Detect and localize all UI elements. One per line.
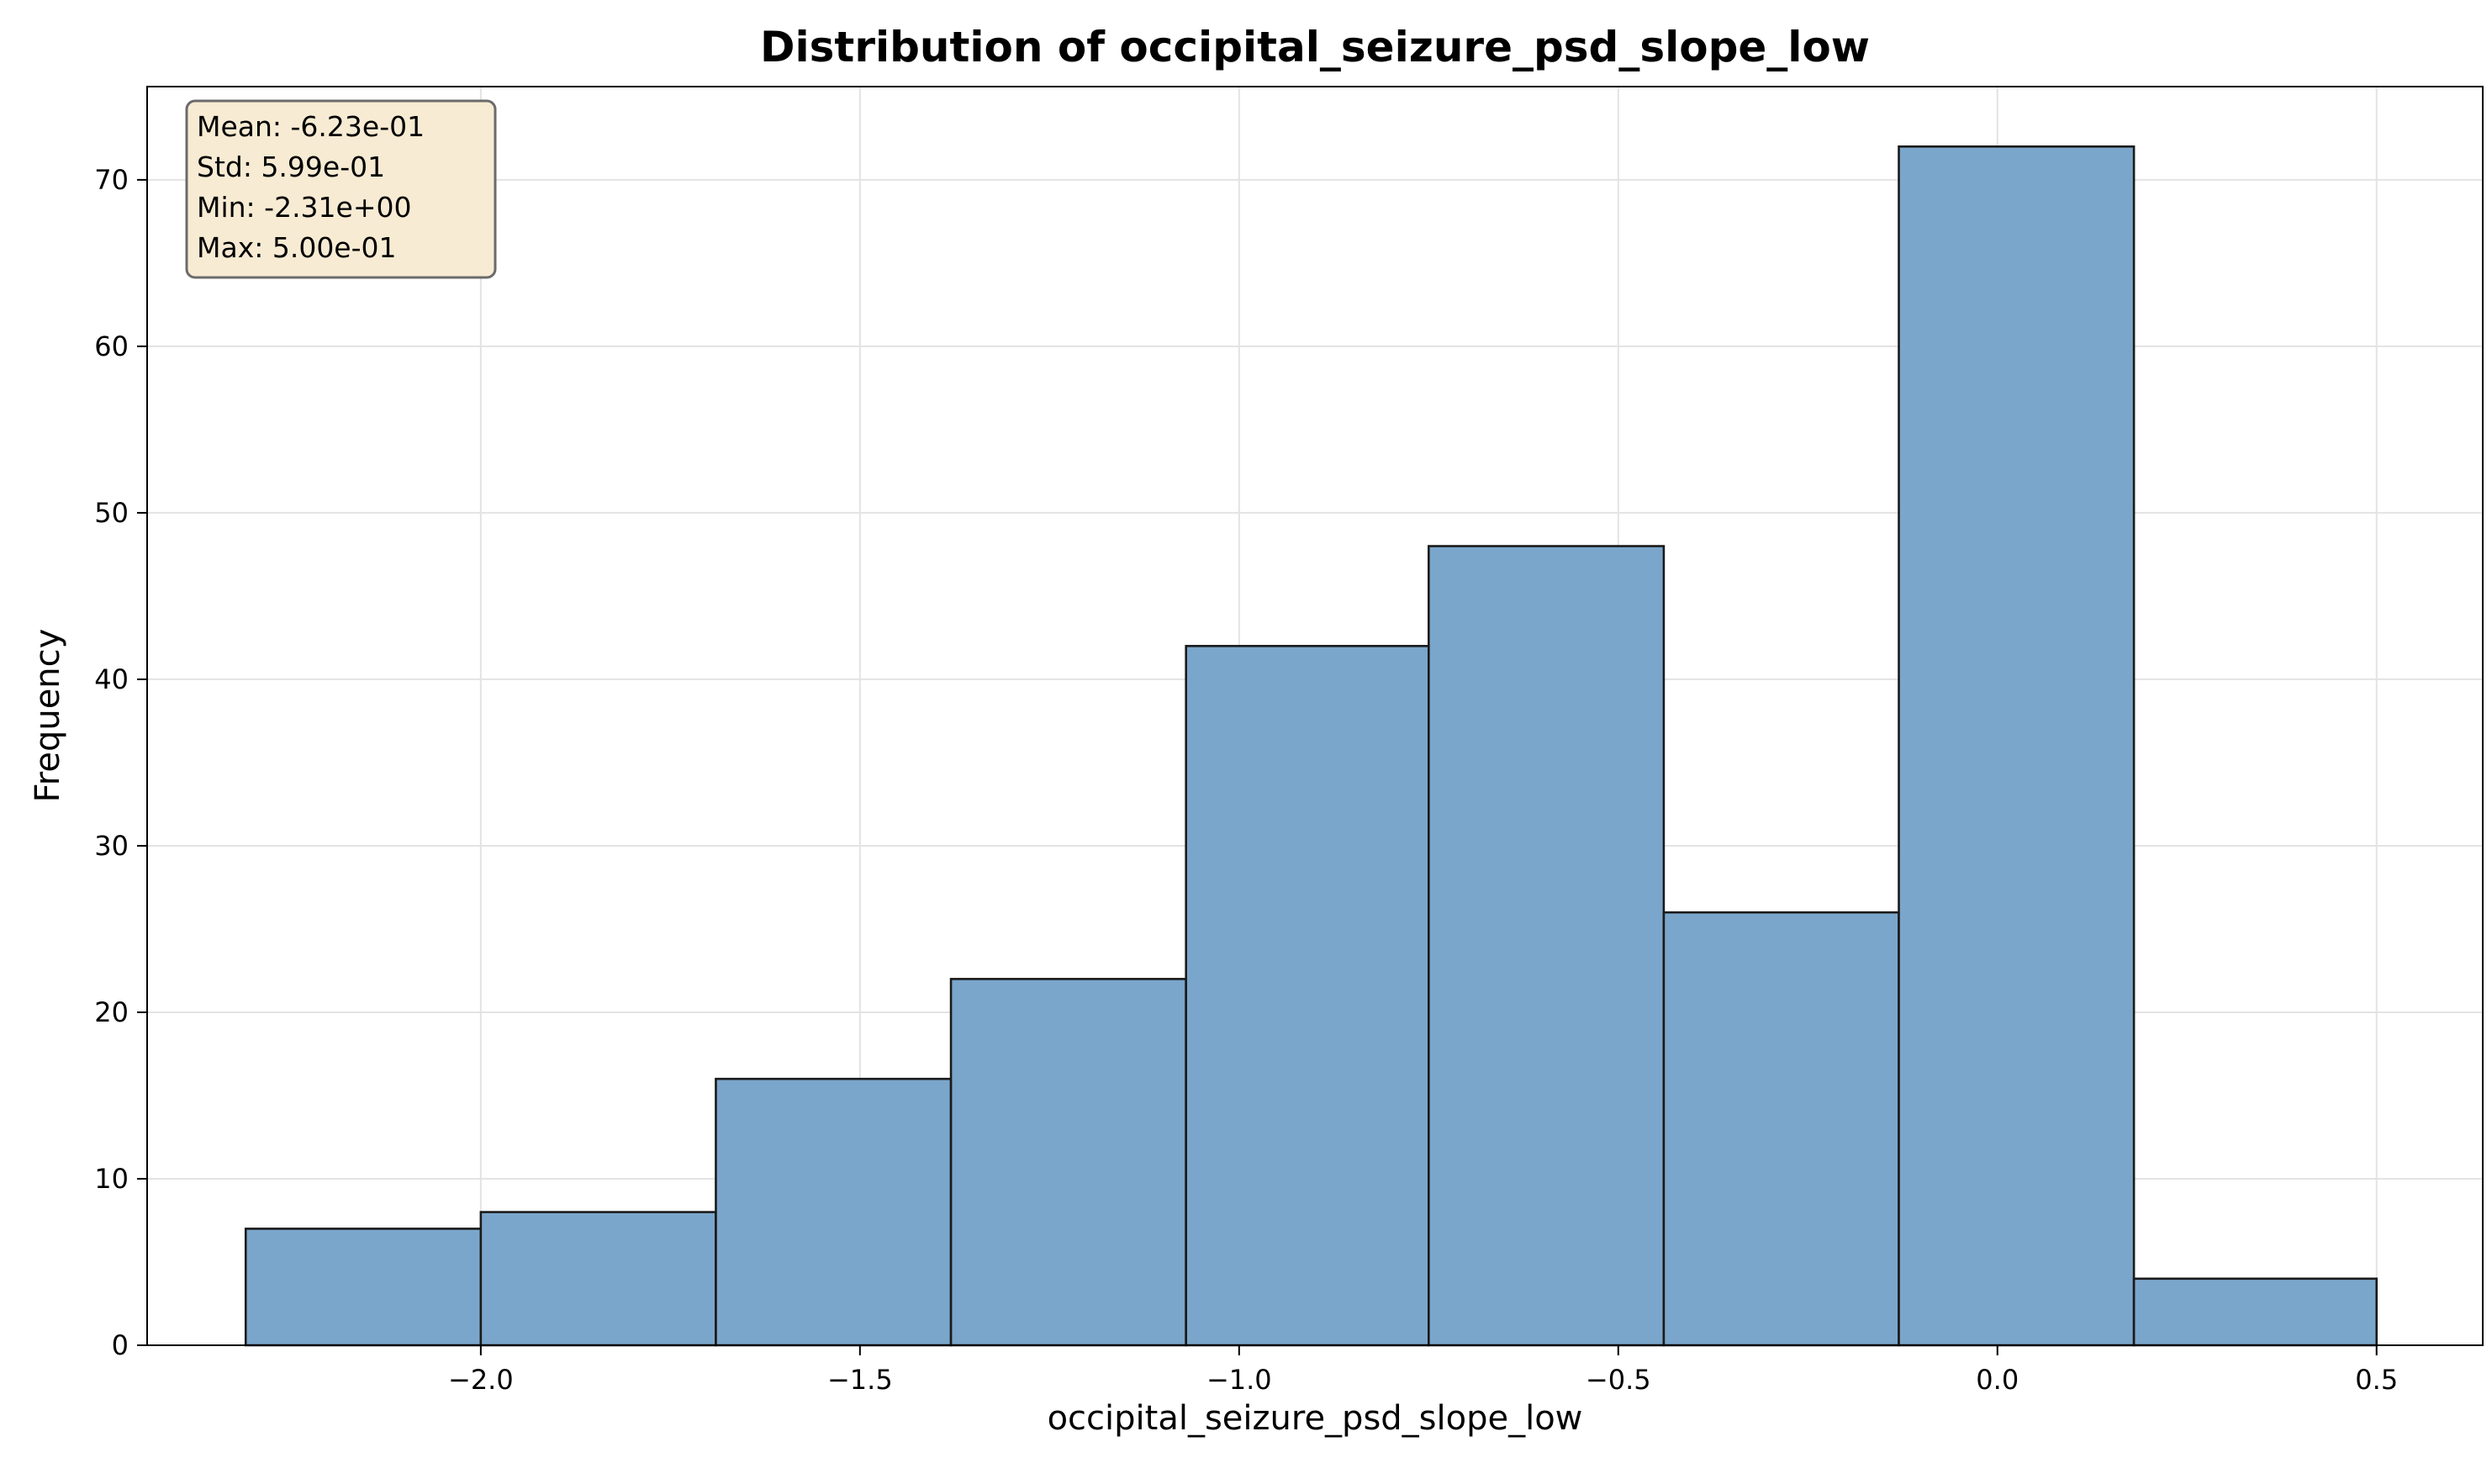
histogram-bar-6 [1662, 911, 1900, 1347]
x-axis-label: occipital_seizure_psd_slope_low [1048, 1399, 1583, 1438]
histogram-bar-5 [1427, 545, 1666, 1347]
stats-min: Min: -2.31e+00 [197, 191, 412, 224]
y-axis-ticks: 0 10 20 30 40 50 60 70 [94, 164, 147, 1361]
histogram-bar-0 [244, 1228, 483, 1347]
y-tick-label-1: 10 [94, 1163, 129, 1195]
y-tick-label-4: 40 [94, 663, 129, 695]
x-tick-label-3: −0.5 [1586, 1364, 1651, 1396]
histogram-bar-2 [715, 1077, 953, 1347]
x-tick-label-1: −1.5 [827, 1364, 893, 1396]
histogram-bar-3 [949, 978, 1187, 1347]
y-tick-label-0: 0 [112, 1329, 129, 1361]
histogram-bars [244, 145, 2378, 1347]
stats-mean: Mean: -6.23e-01 [197, 110, 425, 143]
x-tick-label-5: 0.5 [2355, 1364, 2398, 1396]
y-tick-label-2: 20 [94, 996, 129, 1028]
x-tick-label-0: −2.0 [448, 1364, 514, 1396]
stats-box: Mean: -6.23e-01 Std: 5.99e-01 Min: -2.31… [185, 99, 497, 279]
histogram-bar-4 [1185, 645, 1430, 1347]
y-tick-label-3: 30 [94, 830, 129, 862]
x-axis-ticks: −2.0 −1.5 −1.0 −0.5 0.0 0.5 [448, 1345, 2398, 1396]
x-tick-label-4: 0.0 [1976, 1364, 2019, 1396]
histogram-bar-1 [479, 1211, 717, 1347]
stats-max: Max: 5.00e-01 [197, 231, 397, 264]
histogram-bar-7 [1898, 145, 2136, 1347]
y-tick-label-7: 70 [94, 164, 129, 196]
x-tick-label-2: −1.0 [1206, 1364, 1272, 1396]
y-axis-label: Frequency [29, 629, 67, 803]
plot-frame [146, 86, 2484, 1346]
chart-title: Distribution of occipital_seizure_psd_sl… [760, 23, 1870, 71]
y-tick-label-6: 60 [94, 330, 129, 362]
y-tick-label-5: 50 [94, 497, 129, 529]
stats-box-background [185, 99, 497, 279]
histogram-bar-8 [2132, 1277, 2378, 1347]
stats-std: Std: 5.99e-01 [197, 151, 385, 183]
